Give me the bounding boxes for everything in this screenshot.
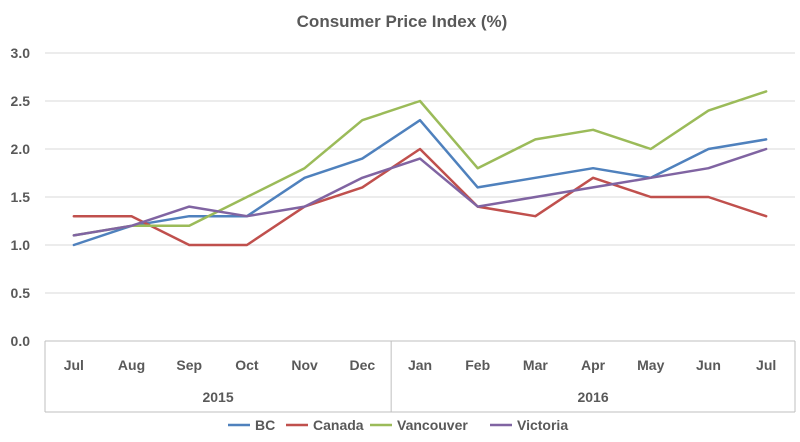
- y-tick-label: 0.5: [11, 285, 31, 301]
- legend-label: Victoria: [517, 417, 568, 433]
- x-tick-label: Jan: [408, 357, 432, 373]
- series-lines: [72, 90, 768, 247]
- x-tick-label: May: [637, 357, 664, 373]
- x-tick-label: Feb: [465, 357, 490, 373]
- legend-label: BC: [255, 417, 275, 433]
- x-tick-label: Dec: [349, 357, 375, 373]
- legend: BC Canada Vancouver Victoria: [228, 417, 568, 433]
- y-tick-label: 2.0: [11, 141, 31, 157]
- year-label: 2016: [577, 389, 608, 405]
- x-tick-label: Apr: [581, 357, 606, 373]
- legend-label: Canada: [313, 417, 364, 433]
- x-tick-label: Oct: [235, 357, 259, 373]
- x-tick-label: Jun: [696, 357, 721, 373]
- axes: [44, 340, 796, 413]
- x-tick-label: Aug: [118, 357, 145, 373]
- chart-title: Consumer Price Index (%): [297, 12, 508, 31]
- series-line-vancouver: [72, 90, 768, 237]
- x-tick-label: Nov: [291, 357, 318, 373]
- series-line-victoria: [72, 147, 768, 237]
- year-group-labels: 2015 2016: [202, 389, 608, 405]
- x-tick-label: Jul: [756, 357, 776, 373]
- legend-label: Vancouver: [397, 417, 468, 433]
- x-tick-label: Mar: [523, 357, 548, 373]
- year-label: 2015: [202, 389, 233, 405]
- series-line-canada: [72, 147, 768, 247]
- y-tick-label: 3.0: [11, 45, 31, 61]
- y-axis-ticks: 0.0 0.5 1.0 1.5 2.0 2.5 3.0: [11, 45, 31, 349]
- y-tick-label: 0.0: [11, 333, 31, 349]
- x-axis-ticks: Jul Aug Sep Oct Nov Dec Jan Feb Mar Apr May Jun Jul: [64, 357, 777, 373]
- x-tick-label: Sep: [176, 357, 202, 373]
- y-tick-label: 2.5: [11, 93, 31, 109]
- y-tick-label: 1.0: [11, 237, 31, 253]
- x-tick-label: Jul: [64, 357, 84, 373]
- y-tick-label: 1.5: [11, 189, 31, 205]
